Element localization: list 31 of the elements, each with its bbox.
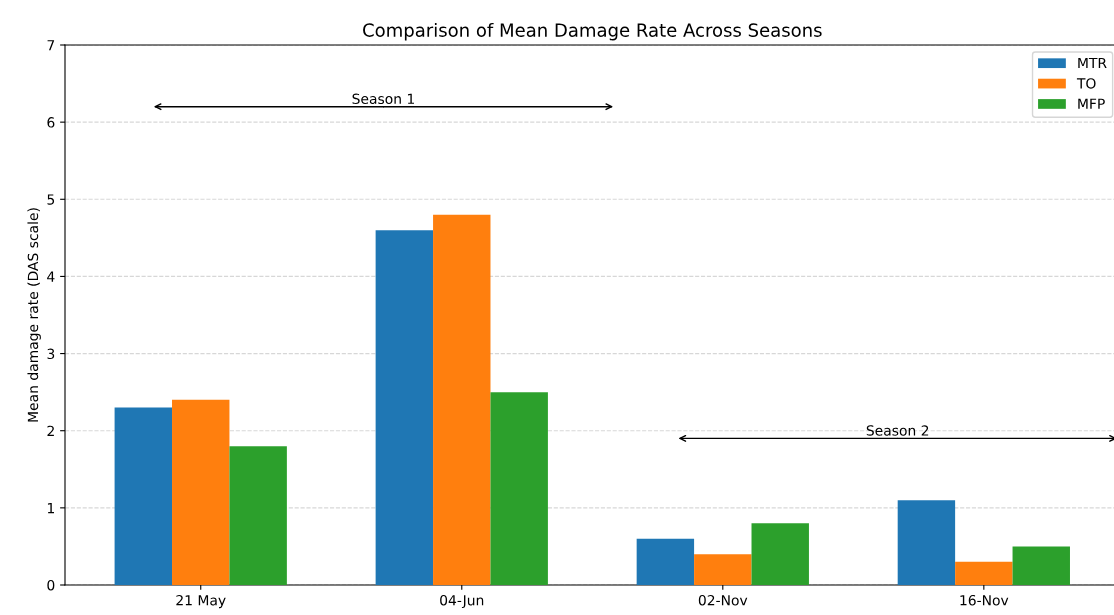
y-axis-title: Mean damage rate (DAS scale)	[27, 208, 41, 422]
x-tick-label: 04-Jun	[440, 594, 484, 609]
y-tick-label: 6	[47, 117, 55, 128]
bar	[955, 561, 1013, 585]
y-tick-label: 2	[47, 425, 54, 436]
bar	[636, 538, 695, 585]
annotation: Season 2	[866, 425, 929, 436]
legend-label: MFP	[1078, 98, 1105, 109]
y-tick-label: 4	[47, 271, 55, 282]
y-tick-label: 5	[47, 194, 55, 205]
bar	[897, 500, 956, 585]
annotation: Season 1	[352, 93, 415, 105]
chart-title: Comparison of Mean Damage Rate Across Seasons	[363, 22, 822, 41]
y-tick-label: 3	[47, 348, 55, 360]
bar	[751, 523, 809, 585]
bar	[229, 446, 287, 585]
bar	[433, 214, 491, 585]
legend-label: TO	[1076, 78, 1096, 89]
bar	[694, 554, 752, 585]
y-tick-label: 0	[47, 579, 55, 591]
bar	[172, 399, 230, 585]
legend-label: MTR	[1078, 57, 1107, 69]
x-tick-label: 16-Nov	[960, 594, 1009, 606]
y-tick-label: 1	[47, 503, 54, 514]
bar	[375, 230, 434, 585]
x-tick-label: 21 May	[176, 594, 226, 609]
y-tick-label: 7	[47, 40, 55, 51]
x-tick-label: 02-Nov	[698, 594, 748, 606]
bar	[114, 407, 173, 585]
bar	[490, 392, 548, 585]
bar	[1012, 546, 1070, 585]
